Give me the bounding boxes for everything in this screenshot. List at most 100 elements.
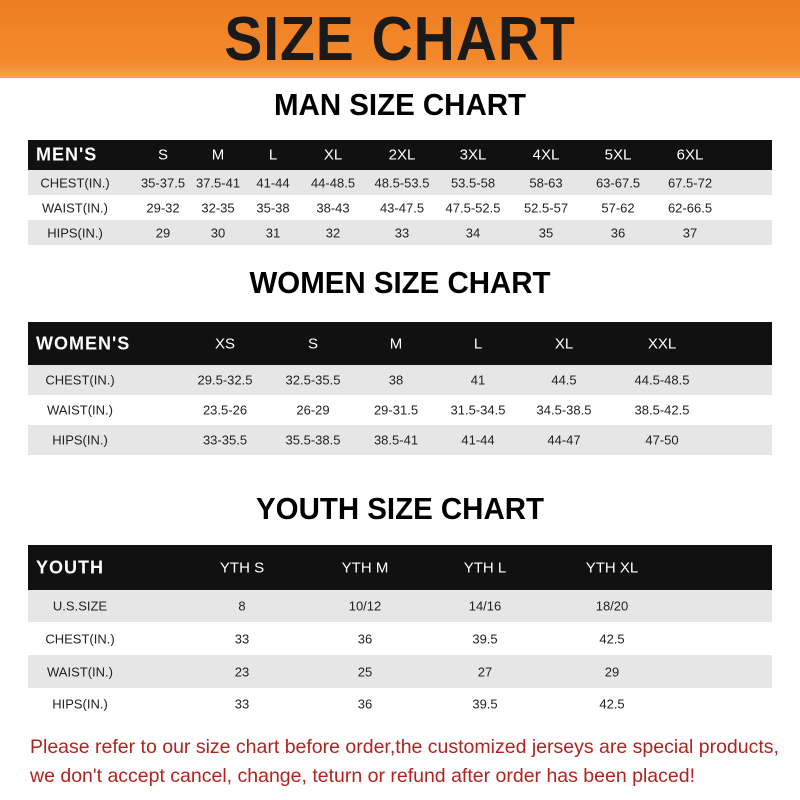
men-size-table: MEN'S S M L XL 2XL 3XL 4XL 5XL 6XL CHEST(IN.) 35-37…: [28, 140, 772, 245]
measurement-cell: 58-63: [529, 175, 563, 190]
measurement-cell: 26-29: [296, 402, 330, 418]
size-header-cell: YTH M: [341, 559, 389, 576]
measurement-cell: 34: [465, 225, 481, 240]
measurement-label: CHEST(IN.): [45, 372, 115, 388]
measurement-cell: 27: [477, 664, 493, 679]
measurement-cell: 36: [610, 225, 626, 240]
measurement-cell: 57-62: [601, 200, 635, 215]
measurement-cell: 18/20: [595, 598, 629, 614]
measurement-cell: 52.5-57: [523, 200, 569, 215]
size-header-cell: 3XL: [459, 146, 487, 164]
measurement-cell: 63-67.5: [595, 175, 641, 190]
disclaimer-line-1: Please refer to our size chart before or…: [30, 736, 779, 758]
table-header-label: WOMEN'S: [36, 333, 131, 353]
table-row: CHEST(IN.) 33 36 39.5 42.5: [28, 622, 772, 655]
measurement-cell: 39.5: [472, 631, 498, 646]
measurement-cell: 41-44: [461, 432, 495, 448]
measurement-cell: 44-48.5: [310, 175, 356, 190]
measurement-cell: 23: [234, 664, 250, 679]
measurement-cell: 37.5-41: [195, 175, 241, 190]
table-header-row: YOUTH YTH S YTH M YTH L YTH XL: [28, 545, 772, 590]
measurement-cell: 35.5-38.5: [285, 432, 341, 448]
measurement-cell: 10/12: [348, 598, 382, 614]
measurement-cell: 25: [357, 664, 373, 679]
measurement-cell: 8: [238, 598, 246, 614]
measurement-cell: 33-35.5: [202, 432, 248, 448]
women-section-title: WOMEN SIZE CHART: [249, 265, 551, 300]
measurement-cell: 37: [682, 225, 698, 240]
measurement-label: WAIST(IN.): [42, 200, 108, 215]
size-header-cell: S: [157, 146, 169, 164]
measurement-label: HIPS(IN.): [47, 225, 103, 240]
measurement-cell: 31: [265, 225, 281, 240]
measurement-cell: 48.5-53.5: [374, 175, 430, 190]
measurement-label: WAIST(IN.): [47, 664, 113, 679]
table-row: WAIST(IN.) 23 25 27 29: [28, 655, 772, 688]
measurement-cell: 33: [234, 631, 250, 646]
measurement-cell: 32.5-35.5: [285, 372, 341, 388]
measurement-cell: 36: [357, 696, 373, 711]
size-header-cell: XS: [214, 335, 236, 352]
table-row: HIPS(IN.) 29 30 31 32 33 34 35 36 37: [28, 220, 772, 245]
measurement-cell: 47.5-52.5: [445, 200, 501, 215]
women-size-table: WOMEN'S XS S M L XL XXL CHEST(IN.) 29.5-32.5 32.5…: [28, 322, 772, 455]
measurement-cell: 44.5-48.5: [634, 372, 690, 388]
table-row: WAIST(IN.) 29-32 32-35 35-38 38-43 43-47.5 47.…: [28, 195, 772, 220]
table-header-row: WOMEN'S XS S M L XL XXL: [28, 322, 772, 365]
measurement-cell: 62-66.5: [667, 200, 713, 215]
size-header-cell: YTH L: [463, 559, 507, 576]
measurement-cell: 30: [210, 225, 226, 240]
measurement-cell: 47-50: [645, 432, 679, 448]
measurement-label: CHEST(IN.): [40, 175, 110, 190]
measurement-cell: 29.5-32.5: [197, 372, 253, 388]
measurement-cell: 14/16: [468, 598, 502, 614]
measurement-cell: 33: [394, 225, 410, 240]
measurement-cell: 32: [325, 225, 341, 240]
measurement-label: CHEST(IN.): [45, 631, 115, 646]
measurement-label: U.S.SIZE: [52, 598, 108, 614]
table-row: HIPS(IN.) 33 36 39.5 42.5: [28, 688, 772, 719]
measurement-cell: 53.5-58: [450, 175, 496, 190]
measurement-cell: 44.5: [551, 372, 577, 388]
size-header-cell: 6XL: [676, 146, 704, 164]
size-header-cell: YTH XL: [585, 559, 639, 576]
measurement-cell: 41-44: [256, 175, 290, 190]
size-header-cell: 2XL: [388, 146, 416, 164]
size-header-cell: S: [307, 335, 319, 352]
measurement-label: HIPS(IN.): [52, 696, 108, 711]
measurement-cell: 39.5: [472, 696, 498, 711]
measurement-cell: 67.5-72: [667, 175, 713, 190]
measurement-cell: 34.5-38.5: [536, 402, 592, 418]
table-row: CHEST(IN.) 35-37.5 37.5-41 41-44 44-48.5 48.5…: [28, 170, 772, 195]
size-header-cell: 5XL: [604, 146, 632, 164]
table-header-row: MEN'S S M L XL 2XL 3XL 4XL 5XL 6XL: [28, 140, 772, 170]
table-header-label: YOUTH: [36, 557, 104, 577]
measurement-cell: 42.5: [599, 631, 625, 646]
measurement-label: HIPS(IN.): [52, 432, 108, 448]
measurement-cell: 38.5-41: [373, 432, 419, 448]
table-row: CHEST(IN.) 29.5-32.5 32.5-35.5 38 41 44.5 44.5…: [28, 365, 772, 395]
measurement-cell: 29-31.5: [373, 402, 419, 418]
measurement-cell: 29-32: [146, 200, 180, 215]
measurement-cell: 38: [388, 372, 404, 388]
measurement-cell: 23.5-26: [202, 402, 248, 418]
youth-size-table: YOUTH YTH S YTH M YTH L YTH XL U.S.SIZE 8 10/12…: [28, 545, 772, 719]
size-header-cell: XXL: [647, 335, 677, 352]
measurement-cell: 38.5-42.5: [634, 402, 690, 418]
measurement-cell: 31.5-34.5: [450, 402, 506, 418]
disclaimer-line-2: we don't accept cancel, change, teturn o…: [30, 765, 695, 787]
page-title: SIZE CHART: [224, 5, 576, 74]
size-header-cell: XL: [554, 335, 574, 352]
table-header-label: MEN'S: [36, 144, 98, 165]
measurement-cell: 33: [234, 696, 250, 711]
table-row: U.S.SIZE 8 10/12 14/16 18/20: [28, 590, 772, 622]
measurement-cell: 29: [155, 225, 171, 240]
measurement-cell: 29: [604, 664, 620, 679]
disclaimer: Please refer to our size chart before or…: [30, 733, 790, 791]
size-header-cell: M: [389, 335, 403, 352]
measurement-cell: 35-38: [256, 200, 290, 215]
youth-section-title: YOUTH SIZE CHART: [256, 491, 544, 526]
measurement-cell: 32-35: [201, 200, 235, 215]
measurement-cell: 42.5: [599, 696, 625, 711]
measurement-cell: 38-43: [316, 200, 350, 215]
